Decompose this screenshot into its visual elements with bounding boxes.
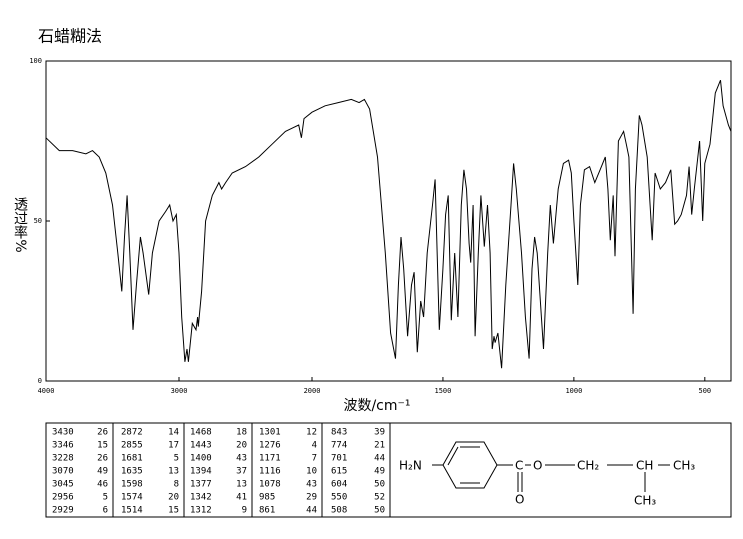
x-tick-label: 500 (698, 387, 711, 395)
peak-wavenumber: 1078 (259, 480, 281, 490)
peak-wavenumber: 701 (331, 454, 347, 464)
atom-label: CH₃ (634, 494, 656, 508)
peak-transmittance: 15 (168, 506, 179, 516)
peak-wavenumber: 550 (331, 493, 347, 503)
peak-wavenumber: 2855 (121, 441, 143, 451)
peak-transmittance: 43 (306, 480, 317, 490)
peak-transmittance: 7 (312, 454, 317, 464)
peak-wavenumber: 1681 (121, 454, 143, 464)
peak-transmittance: 44 (306, 506, 317, 516)
peak-wavenumber: 2872 (121, 428, 143, 438)
peak-transmittance: 50 (374, 506, 385, 516)
peak-transmittance: 44 (374, 454, 385, 464)
x-tick-label: 1500 (435, 387, 452, 395)
peak-transmittance: 43 (236, 454, 247, 464)
atom-label: CH₂ (577, 459, 599, 473)
peak-transmittance: 46 (97, 480, 108, 490)
structure-bonds (432, 441, 670, 492)
peak-transmittance: 21 (374, 441, 385, 451)
peak-wavenumber: 1468 (190, 428, 212, 438)
peak-wavenumber: 604 (331, 480, 347, 490)
peak-transmittance: 6 (103, 506, 108, 516)
peak-wavenumber: 2956 (52, 493, 74, 503)
peak-transmittance: 20 (168, 493, 179, 503)
peak-wavenumber: 3430 (52, 428, 74, 438)
spectrum-line (45, 80, 732, 369)
peak-wavenumber: 985 (259, 493, 275, 503)
peak-transmittance: 8 (174, 480, 179, 490)
peak-transmittance: 12 (306, 428, 317, 438)
atom-label: O (515, 493, 524, 507)
peak-wavenumber: 1116 (259, 467, 281, 477)
peak-wavenumber: 1171 (259, 454, 281, 464)
peak-wavenumber: 1400 (190, 454, 212, 464)
peak-transmittance: 14 (168, 428, 179, 438)
atom-label: O (533, 459, 542, 473)
peak-transmittance: 29 (306, 493, 317, 503)
peak-transmittance: 52 (374, 493, 385, 503)
peak-transmittance: 10 (306, 467, 317, 477)
y-axis-label: 透过率% (12, 197, 28, 252)
peak-wavenumber: 1276 (259, 441, 281, 451)
peak-wavenumber: 3228 (52, 454, 74, 464)
peak-wavenumber: 861 (259, 506, 275, 516)
peak-wavenumber: 1377 (190, 480, 212, 490)
atom-label: C (515, 459, 523, 473)
x-tick-label: 4000 (38, 387, 55, 395)
peak-transmittance: 5 (103, 493, 108, 503)
atom-label: CH₃ (673, 459, 695, 473)
peak-wavenumber: 3045 (52, 480, 74, 490)
peak-transmittance: 4 (312, 441, 317, 451)
atom-label: CH (636, 459, 653, 473)
chart-title: 石蜡糊法 (38, 27, 102, 46)
peak-transmittance: 5 (174, 454, 179, 464)
peak-wavenumber: 1574 (121, 493, 143, 503)
peak-wavenumber: 1312 (190, 506, 212, 516)
peak-wavenumber: 2929 (52, 506, 74, 516)
peak-transmittance: 9 (242, 506, 247, 516)
x-tick-label: 2000 (304, 387, 321, 395)
peak-transmittance: 13 (236, 480, 247, 490)
peak-wavenumber: 1443 (190, 441, 212, 451)
x-axis-label: 波数/cm⁻¹ (343, 398, 410, 414)
peak-transmittance: 18 (236, 428, 247, 438)
peak-transmittance: 37 (236, 467, 247, 477)
peak-wavenumber: 615 (331, 467, 347, 477)
peak-transmittance: 17 (168, 441, 179, 451)
peak-wavenumber: 3346 (52, 441, 74, 451)
peak-wavenumber: 1394 (190, 467, 212, 477)
table-dividers (112, 423, 391, 517)
x-tick-label: 1000 (565, 387, 582, 395)
peak-transmittance: 26 (97, 428, 108, 438)
peak-transmittance: 41 (236, 493, 247, 503)
peak-transmittance: 49 (374, 467, 385, 477)
peak-wavenumber: 1635 (121, 467, 143, 477)
peak-wavenumber: 508 (331, 506, 347, 516)
peak-transmittance: 39 (374, 428, 385, 438)
plot-frame (45, 60, 732, 382)
peak-transmittance: 15 (97, 441, 108, 451)
peak-transmittance: 13 (168, 467, 179, 477)
peak-transmittance: 49 (97, 467, 108, 477)
peak-wavenumber: 3070 (52, 467, 74, 477)
y-tick-label: 0 (38, 377, 42, 385)
peak-transmittance: 50 (374, 480, 385, 490)
peak-wavenumber: 774 (331, 441, 347, 451)
peak-wavenumber: 1514 (121, 506, 143, 516)
table-frame (45, 422, 732, 518)
peak-transmittance: 20 (236, 441, 247, 451)
peak-wavenumber: 843 (331, 428, 347, 438)
x-tick-label: 3000 (171, 387, 188, 395)
peak-wavenumber: 1598 (121, 480, 143, 490)
y-tick-label: 50 (34, 217, 42, 225)
peak-wavenumber: 1301 (259, 428, 281, 438)
atom-label: H₂N (399, 459, 422, 473)
peak-transmittance: 26 (97, 454, 108, 464)
peak-wavenumber: 1342 (190, 493, 212, 503)
y-tick-label: 100 (29, 57, 42, 65)
